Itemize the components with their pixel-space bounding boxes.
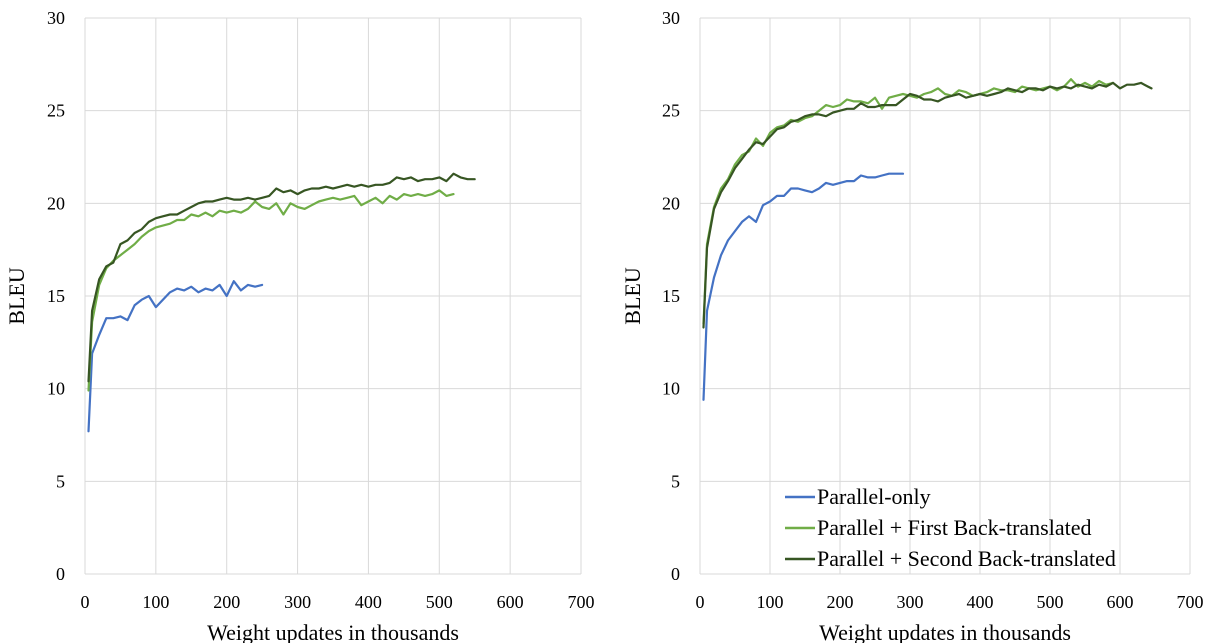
x-tick-label: 700 <box>568 592 595 612</box>
y-tick-label: 5 <box>671 471 680 491</box>
series-line-2 <box>702 78 1115 325</box>
y-tick-label: 25 <box>47 101 65 121</box>
x-tick-label: 100 <box>757 592 784 612</box>
x-tick-label: 200 <box>827 592 854 612</box>
x-axis-label: Weight updates in thousands <box>819 620 1071 643</box>
x-tick-label: 0 <box>696 592 705 612</box>
x-axis-label: Weight updates in thousands <box>207 620 459 643</box>
y-tick-label: 25 <box>662 101 680 121</box>
y-tick-label: 30 <box>47 8 65 28</box>
y-tick-label: 20 <box>662 193 680 213</box>
y-tick-label: 0 <box>671 564 680 584</box>
legend-label-3: Parallel + Second Back-translated <box>817 546 1116 571</box>
x-tick-label: 500 <box>426 592 453 612</box>
y-tick-label: 15 <box>662 286 680 306</box>
series-line-1 <box>702 172 905 401</box>
y-axis-label: BLEU <box>4 267 29 325</box>
x-tick-label: 200 <box>213 592 240 612</box>
legend-label-1: Parallel-only <box>817 484 931 509</box>
legend-label-2: Parallel + First Back-translated <box>817 515 1092 540</box>
x-tick-label: 400 <box>355 592 382 612</box>
legend: Parallel-only Parallel + First Back-trans… <box>785 484 1116 571</box>
series-line-2 <box>87 189 455 392</box>
x-tick-label: 300 <box>897 592 924 612</box>
x-tick-label: 700 <box>1177 592 1204 612</box>
y-tick-label: 30 <box>662 8 680 28</box>
series-line-3 <box>702 81 1153 329</box>
x-tick-label: 500 <box>1037 592 1064 612</box>
y-tick-label: 5 <box>56 471 65 491</box>
y-tick-label: 0 <box>56 564 65 584</box>
x-tick-label: 300 <box>284 592 311 612</box>
y-tick-label: 10 <box>47 379 65 399</box>
y-tick-label: 20 <box>47 193 65 213</box>
x-tick-label: 600 <box>1107 592 1134 612</box>
x-tick-label: 0 <box>81 592 90 612</box>
x-tick-label: 400 <box>967 592 994 612</box>
y-tick-label: 10 <box>662 379 680 399</box>
series-line-3 <box>87 172 476 383</box>
y-axis-label: BLEU <box>620 267 645 325</box>
x-tick-label: 600 <box>497 592 524 612</box>
series-line-1 <box>87 280 264 433</box>
x-tick-label: 100 <box>142 592 169 612</box>
y-tick-label: 15 <box>47 286 65 306</box>
